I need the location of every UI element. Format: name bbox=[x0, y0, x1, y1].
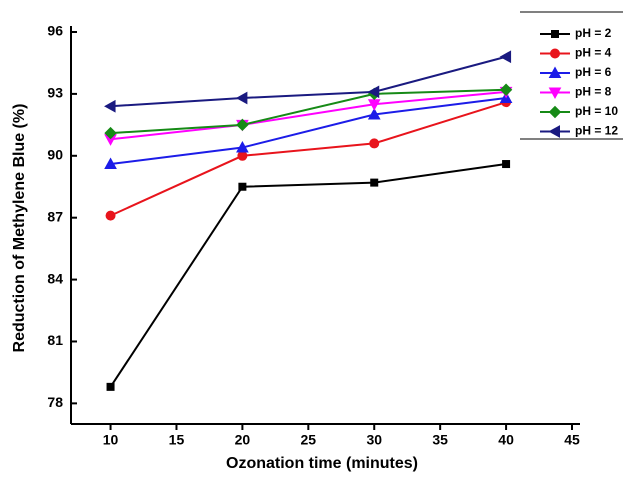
y-tick-label: 81 bbox=[47, 332, 63, 348]
data-point bbox=[499, 50, 512, 64]
x-tick-label: 30 bbox=[366, 432, 382, 448]
data-point bbox=[104, 157, 117, 170]
legend-marker bbox=[551, 30, 559, 38]
data-point bbox=[238, 182, 247, 191]
data-point bbox=[236, 118, 249, 132]
series-line bbox=[110, 88, 507, 135]
data-point bbox=[235, 91, 248, 105]
data-point bbox=[499, 83, 513, 96]
legend-label: pH = 6 bbox=[575, 65, 612, 79]
x-tick-label: 45 bbox=[564, 432, 580, 448]
legend-marker bbox=[548, 87, 562, 100]
data-point bbox=[105, 210, 116, 221]
legend-label: pH = 4 bbox=[575, 46, 612, 60]
y-axis-label: Reduction of Methylene Blue (%) bbox=[11, 104, 28, 353]
x-tick-label: 15 bbox=[169, 432, 185, 448]
data-point bbox=[236, 140, 249, 153]
data-point bbox=[104, 126, 117, 140]
y-tick-label: 87 bbox=[47, 208, 63, 224]
data-point bbox=[369, 138, 380, 149]
legend-marker bbox=[548, 125, 560, 138]
x-tick-label: 10 bbox=[103, 432, 119, 448]
x-tick-label: 35 bbox=[432, 432, 448, 448]
y-tick-label: 78 bbox=[47, 394, 63, 410]
series-line bbox=[110, 90, 507, 141]
x-axis-label: Ozonation time (minutes) bbox=[226, 455, 418, 472]
legend-label: pH = 12 bbox=[575, 124, 618, 138]
legend-marker bbox=[550, 48, 560, 59]
series-line bbox=[110, 97, 507, 166]
data-point bbox=[367, 85, 380, 99]
y-tick-label: 96 bbox=[47, 23, 63, 39]
series-line bbox=[110, 101, 507, 217]
x-tick-label: 40 bbox=[498, 432, 514, 448]
data-point bbox=[106, 382, 115, 391]
series-line bbox=[109, 163, 507, 388]
legend-label: pH = 10 bbox=[575, 104, 618, 118]
legend-label: pH = 2 bbox=[575, 26, 612, 40]
x-tick-label: 25 bbox=[301, 432, 317, 448]
data-point bbox=[502, 160, 511, 169]
legend-marker bbox=[548, 66, 562, 78]
data-point bbox=[237, 150, 248, 161]
legend-label: pH = 8 bbox=[575, 85, 612, 99]
x-tick-label: 20 bbox=[235, 432, 251, 448]
legend-marker bbox=[548, 105, 562, 119]
series-line bbox=[110, 55, 507, 108]
y-tick-label: 84 bbox=[47, 270, 63, 286]
y-tick-label: 93 bbox=[47, 85, 63, 101]
data-point bbox=[367, 107, 381, 120]
data-point bbox=[104, 99, 116, 113]
y-tick-label: 90 bbox=[47, 146, 63, 162]
data-point bbox=[370, 178, 379, 187]
